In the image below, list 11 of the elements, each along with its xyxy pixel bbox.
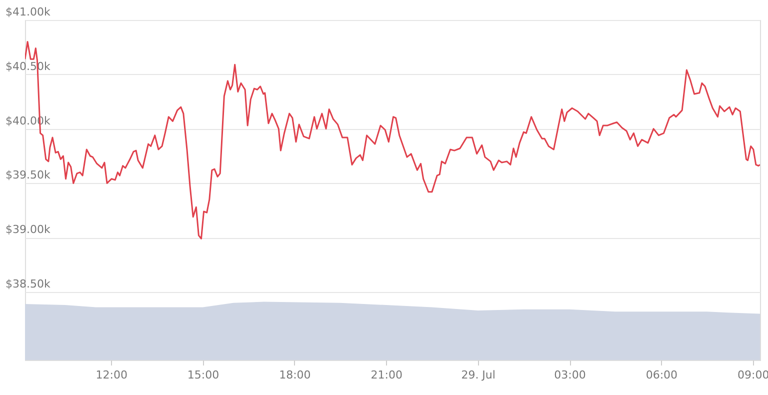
y-tick-label: $39.50k [6, 168, 51, 182]
x-tick-label: 18:00 [279, 368, 311, 382]
y-tick-label: $39.00k [6, 223, 51, 236]
x-tick-label: 21:00 [370, 368, 402, 382]
y-tick-label: $41.00k [6, 6, 51, 18]
y-tick-label: $38.50k [6, 278, 51, 290]
x-tick-label: 15:00 [187, 368, 220, 382]
x-tick-label: 06:00 [646, 368, 678, 382]
x-tick-label: 12:00 [96, 368, 128, 382]
x-tick-label: 29. Jul [461, 368, 496, 382]
x-tick-label: 03:00 [554, 368, 586, 382]
